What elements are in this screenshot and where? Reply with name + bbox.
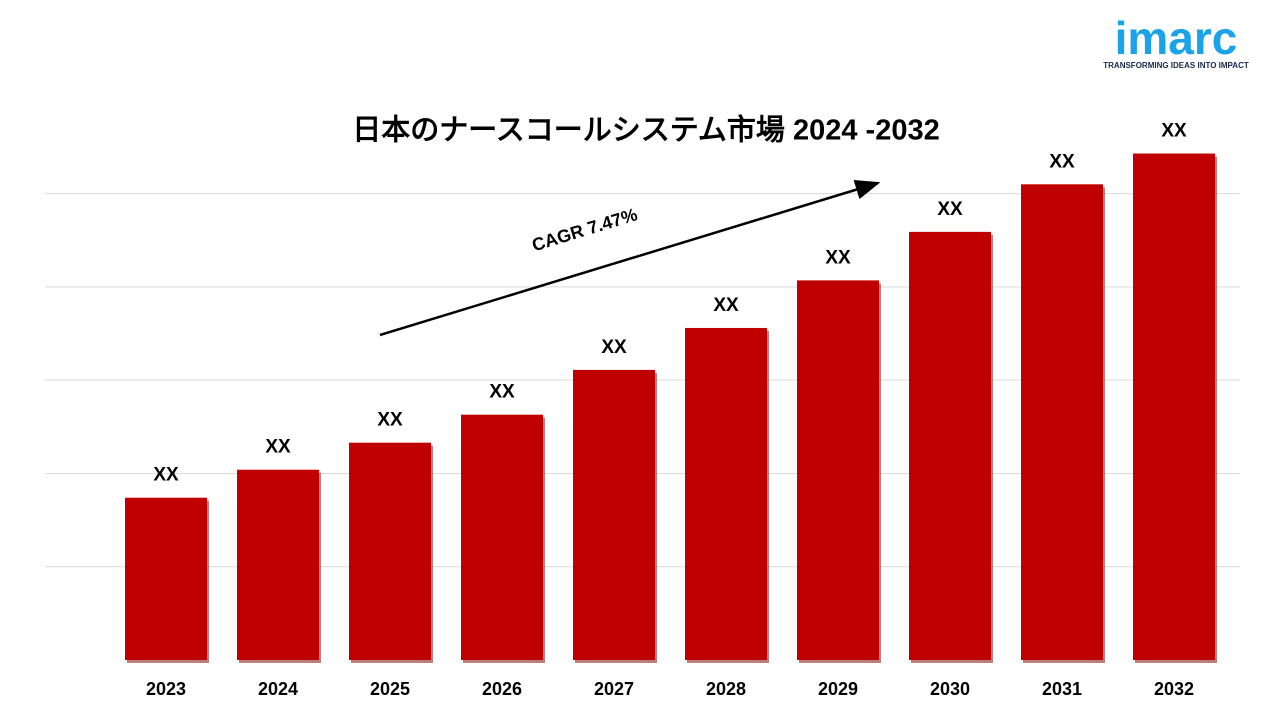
bar [125,497,207,660]
value-label: XX [825,247,851,268]
value-label: XX [713,295,739,316]
value-label: XX [1161,121,1187,142]
x-tick-label: 2030 [930,679,970,699]
bar [909,231,991,661]
logo-tagline: TRANSFORMING IDEAS INTO IMPACT [1103,61,1249,70]
x-tick-label: 2031 [1042,679,1082,699]
x-tick-label: 2023 [146,679,186,699]
bar [461,414,543,660]
trend-arrow [379,180,881,337]
x-tick-label: 2032 [1154,679,1194,699]
value-label: XX [153,465,179,486]
x-tick-label: 2026 [482,679,522,699]
value-label: XX [377,410,403,431]
chart-title: 日本のナースコールシステム市場 2024 -2032 [352,113,939,147]
bar [1021,184,1103,661]
x-tick-label: 2025 [370,679,410,699]
x-tick-label: 2024 [258,679,298,699]
plot-area: XX 2023 XX 2024 XX 2025 XX 2026 XX 2027 XX 2028 XX 20… [45,121,1240,699]
bar [797,280,879,660]
bar [573,369,655,660]
value-label: XX [265,437,291,458]
x-tick-label: 2028 [706,679,746,699]
cagr-annotation: CAGR 7.47% [530,204,640,255]
x-tick-label: 2027 [594,679,634,699]
value-label: XX [1049,151,1075,172]
value-label: XX [601,337,627,358]
value-label: XX [489,382,515,403]
bar [1133,153,1215,660]
bar [685,327,767,660]
value-label: XX [937,199,963,220]
bar [349,442,431,660]
logo: imarc [1115,12,1238,64]
bar [237,469,319,660]
x-tick-label: 2029 [818,679,858,699]
